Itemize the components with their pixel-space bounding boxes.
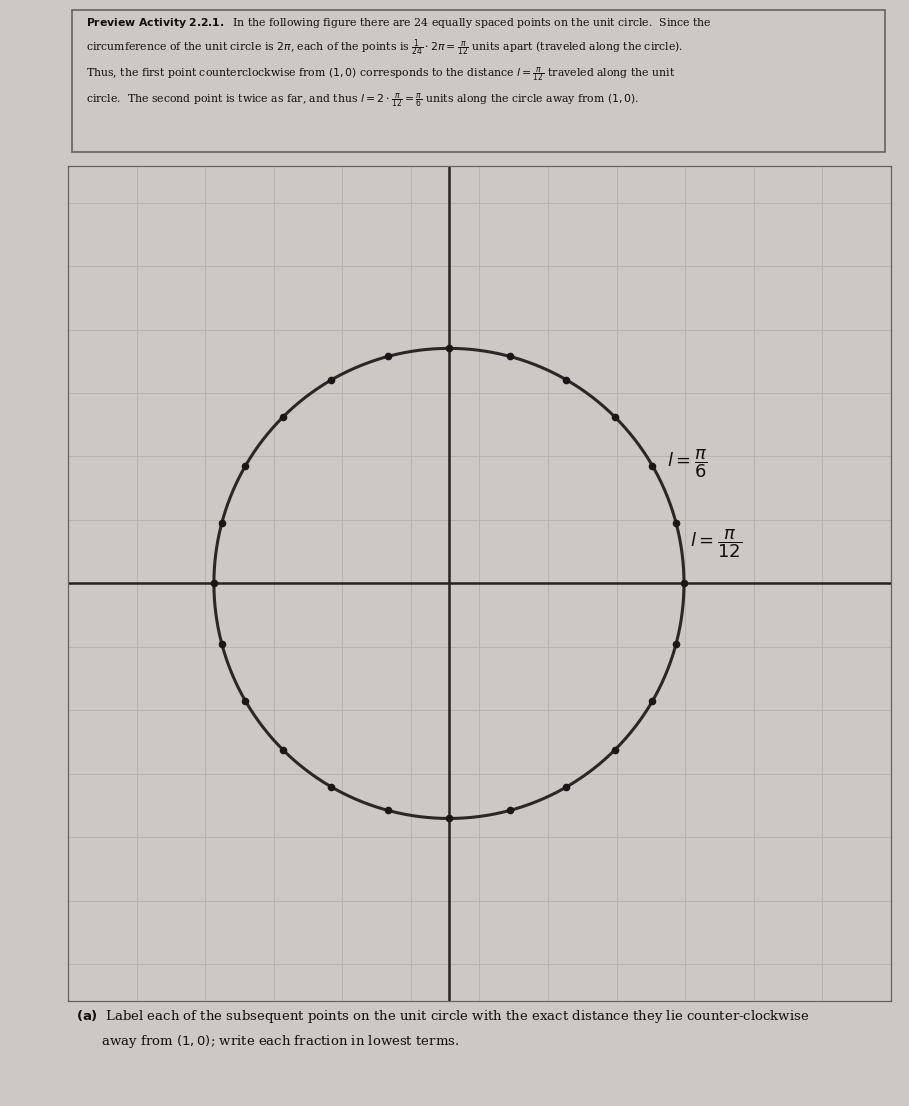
Text: $\mathbf{(a)}$  Label each of the subsequent points on the unit circle with the : $\mathbf{(a)}$ Label each of the subsequ… xyxy=(76,1008,810,1051)
Text: $l = \dfrac{\pi}{6}$: $l = \dfrac{\pi}{6}$ xyxy=(666,447,707,480)
Text: $l = \dfrac{\pi}{12}$: $l = \dfrac{\pi}{12}$ xyxy=(690,528,742,560)
Text: $\mathbf{Preview\ Activity\ 2.2.1.}$  In the following figure there are 24 equal: $\mathbf{Preview\ Activity\ 2.2.1.}$ In … xyxy=(86,15,712,109)
